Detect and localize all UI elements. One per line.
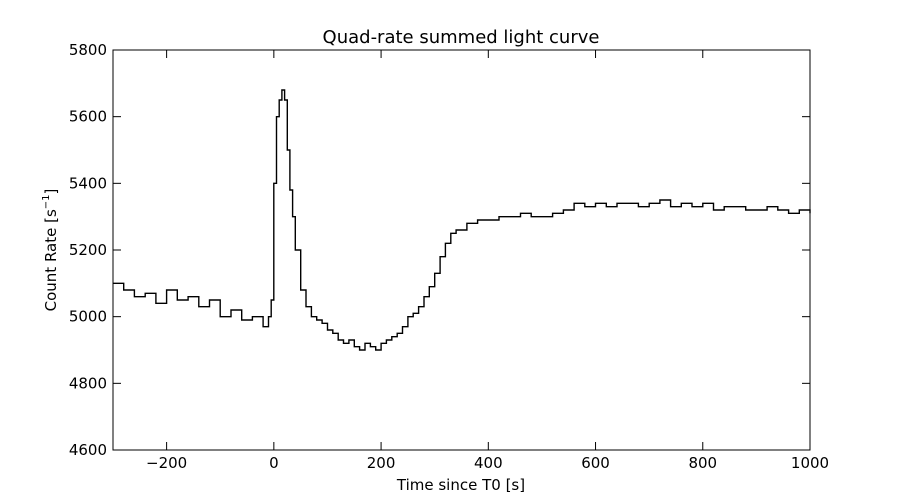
x-tick-label: 0	[269, 454, 279, 472]
x-tick-label: 200	[367, 454, 396, 472]
x-tick-label: 600	[581, 454, 610, 472]
y-axis-ticks: 4600 4800 5000 5200 5400 5600 5800	[69, 41, 810, 459]
y-axis-title: Count Rate [s−1]	[41, 189, 60, 312]
y-tick-label: 5600	[69, 108, 107, 126]
y-tick-label: 4800	[69, 374, 107, 392]
x-tick-label: 1000	[791, 454, 829, 472]
chart-title: Quad-rate summed light curve	[323, 27, 600, 48]
x-tick-label: 800	[688, 454, 717, 472]
y-tick-label: 5400	[69, 174, 107, 192]
x-tick-label: 400	[474, 454, 503, 472]
series-line	[113, 89, 811, 351]
x-axis-title: Time since T0 [s]	[396, 476, 525, 494]
y-axis-title-end: ]	[42, 189, 60, 195]
y-tick-label: 5200	[69, 241, 107, 259]
y-tick-label: 4600	[69, 441, 107, 459]
y-tick-label: 5000	[69, 308, 107, 326]
y-axis-title-superscript: −1	[41, 194, 52, 209]
x-axis-ticks: −200 0 200 400 600 800 1000	[146, 50, 829, 472]
y-axis-title-main: Count Rate [s	[42, 209, 60, 311]
plot-frame	[112, 49, 811, 451]
x-tick-label: −200	[146, 454, 187, 472]
y-tick-label: 5800	[69, 41, 107, 59]
